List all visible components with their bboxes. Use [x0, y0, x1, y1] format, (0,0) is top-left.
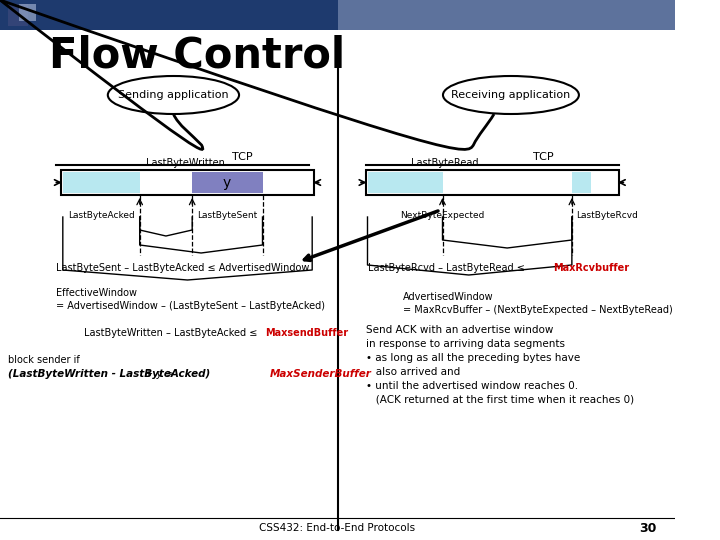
Text: LastByteWritten – LastByteAcked ≤: LastByteWritten – LastByteAcked ≤: [84, 328, 261, 338]
FancyBboxPatch shape: [367, 172, 443, 193]
Text: Flow Control: Flow Control: [49, 35, 345, 77]
Text: Receiving application: Receiving application: [451, 90, 570, 100]
Text: MaxRcvbuffer: MaxRcvbuffer: [553, 263, 629, 273]
FancyBboxPatch shape: [572, 172, 590, 193]
FancyBboxPatch shape: [338, 0, 675, 30]
FancyBboxPatch shape: [63, 172, 140, 193]
FancyBboxPatch shape: [366, 170, 618, 195]
Text: LastByteSent – LastByteAcked ≤ AdvertisedWindow: LastByteSent – LastByteAcked ≤ Advertise…: [56, 263, 310, 273]
Text: TCP: TCP: [534, 152, 554, 162]
Text: LastByteAcked: LastByteAcked: [68, 211, 135, 220]
Text: MaxSenderBuffer: MaxSenderBuffer: [270, 369, 372, 379]
Text: EffectiveWindow
= AdvertisedWindow – (LastByteSent – LastByteAcked): EffectiveWindow = AdvertisedWindow – (La…: [56, 288, 325, 311]
Text: 30: 30: [639, 522, 656, 535]
Text: LastByteRcvd – LastByteRead ≤: LastByteRcvd – LastByteRead ≤: [369, 263, 528, 273]
Text: block sender if: block sender if: [7, 355, 79, 365]
Text: LastByteRcvd: LastByteRcvd: [577, 211, 639, 220]
FancyBboxPatch shape: [0, 0, 675, 30]
FancyBboxPatch shape: [192, 172, 263, 193]
Text: TCP: TCP: [232, 152, 252, 162]
Text: + y >: + y >: [7, 369, 177, 379]
Text: LastByteRead: LastByteRead: [410, 158, 478, 168]
Text: LastByteWritten: LastByteWritten: [146, 158, 225, 168]
Text: y: y: [222, 176, 231, 190]
FancyBboxPatch shape: [7, 4, 28, 26]
Text: NextByteExpected: NextByteExpected: [400, 211, 485, 220]
Text: LastByteSent: LastByteSent: [197, 211, 257, 220]
Text: (LastByteWritten - LastByteAcked): (LastByteWritten - LastByteAcked): [7, 369, 210, 379]
Text: Send ACK with an advertise window
in response to arriving data segments
• as lon: Send ACK with an advertise window in res…: [366, 325, 634, 405]
Text: MaxsendBuffer: MaxsendBuffer: [265, 328, 348, 338]
Text: Sending application: Sending application: [118, 90, 229, 100]
FancyBboxPatch shape: [61, 170, 314, 195]
FancyBboxPatch shape: [19, 4, 35, 21]
Text: CSS432: End-to-End Protocols: CSS432: End-to-End Protocols: [259, 523, 415, 533]
Text: AdvertisedWindow
= MaxRcvBuffer – (NextByteExpected – NextByteRead): AdvertisedWindow = MaxRcvBuffer – (NextB…: [403, 292, 673, 315]
